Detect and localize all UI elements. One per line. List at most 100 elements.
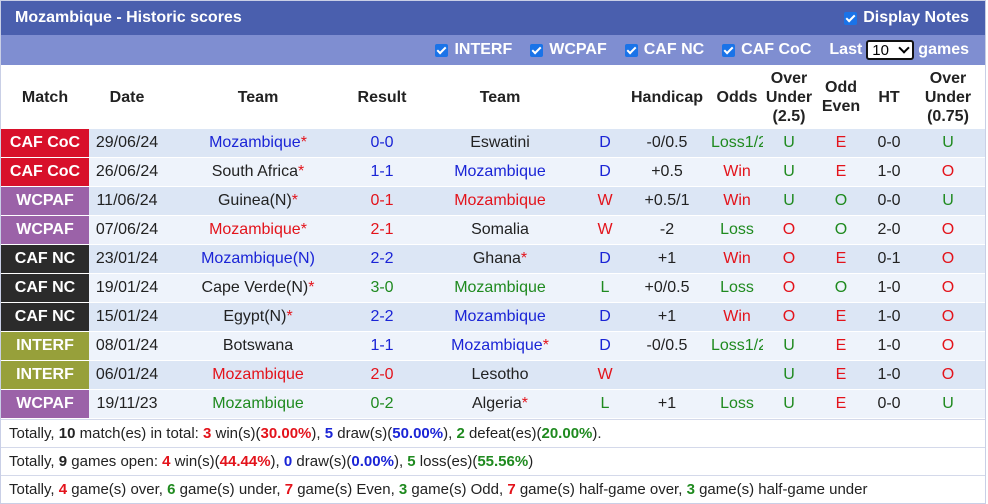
match-result[interactable]: 2-1 xyxy=(351,215,413,245)
away-team[interactable]: Somalia xyxy=(413,215,587,245)
home-team[interactable]: Mozambique xyxy=(165,389,351,419)
checkbox-icon[interactable] xyxy=(530,43,544,57)
match-badge: CAF CoC xyxy=(1,157,89,187)
handicap-value xyxy=(623,360,711,390)
filter-interf[interactable]: INTERF xyxy=(435,41,512,59)
home-team[interactable]: Guinea(N)* xyxy=(165,186,351,216)
match-result[interactable]: 2-0 xyxy=(351,360,413,390)
home-team-name: Botswana xyxy=(222,337,294,354)
handicap-value: +0/0.5 xyxy=(623,273,711,303)
summary-segment: 7 xyxy=(507,481,516,498)
over-under-075-mark: O xyxy=(911,244,985,274)
table-row: WCPAF 07/06/24 Mozambique* 2-1 Somalia W -2 Los… xyxy=(1,215,985,245)
away-team[interactable]: Algeria* xyxy=(413,389,587,419)
last-games-select[interactable]: 10 xyxy=(866,40,915,60)
match-result[interactable]: 0-0 xyxy=(351,129,413,158)
summary-segment: 3 xyxy=(398,481,408,498)
summary-segment: match(es) in total: xyxy=(75,425,203,442)
wdl-mark: W xyxy=(587,360,623,390)
display-notes-toggle[interactable]: Display Notes xyxy=(844,9,969,27)
home-team-name: Mozambique(N) xyxy=(201,250,315,267)
checkbox-icon[interactable] xyxy=(435,43,449,57)
summary-segment: 6 xyxy=(167,481,176,498)
over-under-075-mark: O xyxy=(911,360,985,390)
away-team-name: Mozambique xyxy=(454,163,546,180)
home-team[interactable]: Cape Verde(N)* xyxy=(165,273,351,303)
filter-label: CAF NC xyxy=(643,41,705,58)
filter-wcpaf[interactable]: WCPAF xyxy=(530,41,607,59)
match-badge: WCPAF xyxy=(1,389,89,419)
away-team[interactable]: Mozambique xyxy=(413,273,587,303)
away-team[interactable]: Lesotho xyxy=(413,360,587,390)
match-result[interactable]: 0-2 xyxy=(351,389,413,419)
summary-line-open: Totally, 9 games open: 4 win(s)(44.44%),… xyxy=(1,447,985,475)
over-under-mark: U xyxy=(763,186,815,216)
half-time-score: 1-0 xyxy=(867,331,911,361)
summary-segment: game(s) Even, xyxy=(293,481,399,498)
col-ht: HT xyxy=(867,65,911,129)
home-team[interactable]: Botswana xyxy=(165,331,351,361)
summary-segment: game(s) half-game over, xyxy=(515,481,687,498)
match-result[interactable]: 1-1 xyxy=(351,331,413,361)
away-team[interactable]: Mozambique xyxy=(413,186,587,216)
summary-segment: 5 xyxy=(407,453,416,470)
away-team[interactable]: Eswatini xyxy=(413,129,587,158)
summary-segment: 4 xyxy=(58,481,68,498)
filter-caf-nc[interactable]: CAF NC xyxy=(624,41,705,59)
summary-segment: draw(s)( xyxy=(292,453,352,470)
match-result[interactable]: 3-0 xyxy=(351,273,413,303)
match-date: 19/11/23 xyxy=(89,389,165,419)
odds-value: Win xyxy=(711,186,763,216)
table-row: CAF NC 19/01/24 Cape Verde(N)* 3-0 Mozambiqu… xyxy=(1,273,985,303)
half-time-score: 0-0 xyxy=(867,186,911,216)
match-result[interactable]: 2-2 xyxy=(351,244,413,274)
over-under-mark: O xyxy=(763,244,815,274)
summary-segment: 3 xyxy=(202,425,212,442)
table-row: CAF NC 15/01/24 Egypt(N)* 2-2 Mozambique D +1 W… xyxy=(1,302,985,332)
match-result[interactable]: 1-1 xyxy=(351,157,413,187)
summary-segment: ), xyxy=(270,453,284,470)
over-under-075-mark: O xyxy=(911,331,985,361)
col-date: Date xyxy=(89,65,165,129)
odd-even-mark: E xyxy=(815,331,867,361)
checkbox-icon[interactable] xyxy=(624,43,638,57)
last-games-control: Last 10 games xyxy=(829,40,969,60)
table-row: WCPAF 11/06/24 Guinea(N)* 0-1 Mozambique W +0.… xyxy=(1,186,985,216)
home-team[interactable]: Mozambique* xyxy=(165,215,351,245)
over-under-mark: U xyxy=(763,129,815,158)
half-time-score: 0-1 xyxy=(867,244,911,274)
home-team-name: South Africa xyxy=(211,163,299,180)
summary-segment: 2 xyxy=(456,425,465,442)
handicap-value: +0.5/1 xyxy=(623,186,711,216)
summary-segment: 0.00% xyxy=(351,453,394,470)
away-team[interactable]: Mozambique* xyxy=(413,331,587,361)
display-notes-label: Display Notes xyxy=(863,9,969,26)
summary: Totally, 10 match(es) in total: 3 win(s)… xyxy=(1,419,985,503)
summary-segment: ), xyxy=(311,425,325,442)
filter-caf-coc[interactable]: CAF CoC xyxy=(722,41,811,59)
checkbox-icon[interactable] xyxy=(844,11,858,25)
away-team[interactable]: Mozambique xyxy=(413,302,587,332)
summary-segment: ), xyxy=(393,453,408,470)
checkbox-icon[interactable] xyxy=(722,43,736,57)
away-team-name: Ghana xyxy=(472,250,521,267)
odds-value: Loss xyxy=(711,215,763,245)
home-team[interactable]: Mozambique* xyxy=(165,129,351,158)
away-team[interactable]: Mozambique xyxy=(413,157,587,187)
home-team[interactable]: Mozambique xyxy=(165,360,351,390)
match-result[interactable]: 0-1 xyxy=(351,186,413,216)
summary-line-overunder: Totally, 4 game(s) over, 6 game(s) under… xyxy=(1,475,985,503)
summary-segment: defeat(es)( xyxy=(464,425,542,442)
match-result[interactable]: 2-2 xyxy=(351,302,413,332)
handicap-value: +1 xyxy=(623,302,711,332)
match-badge: WCPAF xyxy=(1,215,89,245)
odd-even-mark: E xyxy=(815,244,867,274)
home-team[interactable]: Mozambique(N) xyxy=(165,244,351,274)
away-team[interactable]: Ghana* xyxy=(413,244,587,274)
summary-segment: ) xyxy=(528,453,534,470)
home-team[interactable]: Egypt(N)* xyxy=(165,302,351,332)
summary-segment: Totally, xyxy=(9,425,59,442)
over-under-mark: O xyxy=(763,273,815,303)
home-team[interactable]: South Africa* xyxy=(165,157,351,187)
odd-even-mark: O xyxy=(815,273,867,303)
